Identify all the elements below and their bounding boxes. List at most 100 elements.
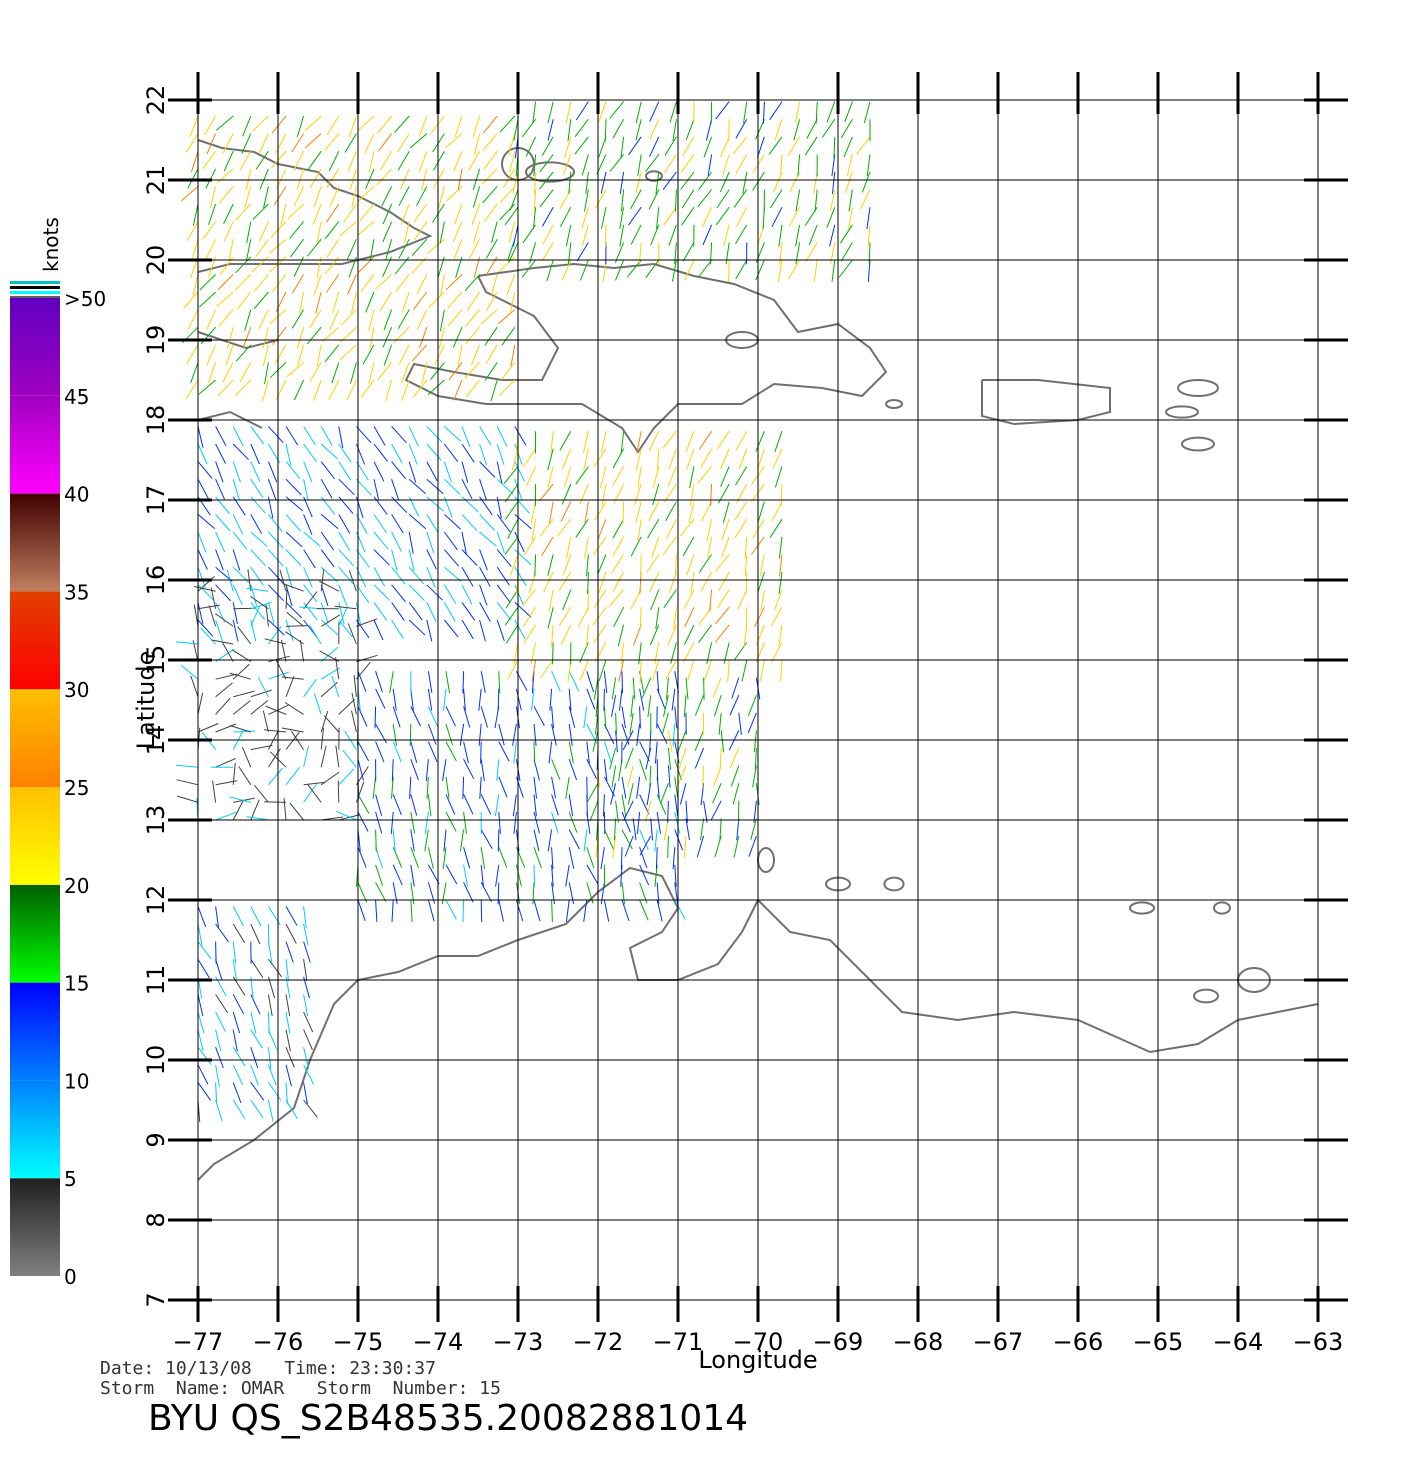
wind-vector [411, 238, 428, 256]
wind-vector [303, 514, 313, 535]
wind-vector [716, 189, 730, 209]
wind-vector [627, 783, 634, 805]
wind-vector [575, 101, 589, 121]
wind-vector [719, 747, 722, 771]
wind-vector [496, 759, 500, 782]
wind-vector [303, 479, 309, 501]
wind-vector [651, 659, 660, 682]
wind-vector [268, 655, 290, 663]
wind-vector [723, 224, 730, 247]
wind-vector [325, 274, 340, 293]
wind-vector [232, 1064, 244, 1085]
wind-vector [442, 847, 447, 870]
wind-vector [747, 695, 757, 716]
wind-vector [272, 274, 287, 293]
wind-vector [733, 835, 740, 858]
wind-vector [309, 625, 322, 645]
wind-vector [357, 899, 366, 921]
wind-vector [244, 309, 252, 331]
wind-vector [797, 154, 801, 177]
wind-vector [628, 136, 642, 156]
wind-vector [551, 759, 561, 780]
wind-vector [234, 274, 252, 291]
wind-vector [670, 642, 677, 664]
wind-vector [303, 1099, 318, 1118]
wind-vector [383, 344, 393, 366]
wind-vector [621, 882, 625, 905]
wind-vector [463, 794, 474, 815]
wind-vector [338, 602, 345, 624]
wind-vector [686, 554, 695, 576]
wind-vector [250, 689, 272, 698]
wind-vector [410, 706, 421, 727]
wind-vector [480, 847, 486, 869]
wind-vector [813, 171, 818, 194]
wind-vector [350, 291, 357, 314]
wind-vector [698, 430, 713, 450]
wind-vector [619, 224, 625, 247]
wind-vector [674, 189, 677, 212]
wind-vector [696, 835, 705, 858]
wind-vector [282, 583, 304, 592]
wind-vector [730, 765, 740, 787]
wind-vector [193, 604, 199, 627]
wind-vector [246, 221, 252, 244]
wind-vector [438, 327, 445, 349]
wind-vector [752, 518, 765, 539]
wind-vector [685, 677, 689, 700]
wind-vector [447, 309, 463, 327]
wind-vector [650, 589, 660, 611]
wind-vector [504, 483, 519, 503]
wind-vector [551, 723, 557, 746]
wind-vector [410, 741, 418, 763]
wind-vector [250, 443, 261, 465]
wind-vector [710, 483, 713, 507]
wind-vector [426, 584, 443, 601]
wind-vector [197, 923, 203, 946]
wind-vector [479, 602, 491, 622]
wind-vector [479, 426, 492, 446]
wind-vector [660, 783, 669, 804]
wind-vector [316, 344, 322, 367]
wind-vector [364, 133, 375, 154]
wind-vector [512, 224, 519, 247]
wind-vector [426, 619, 433, 642]
wind-vector [482, 133, 498, 151]
wind-vector [338, 514, 351, 534]
wind-vector [289, 221, 304, 239]
colorbar-top-stripe-3 [10, 291, 60, 294]
wind-vector [264, 638, 287, 645]
wind-vector [296, 168, 305, 190]
wind-vector [635, 119, 642, 141]
wind-vector [350, 362, 357, 384]
island [645, 170, 663, 182]
wind-vector [375, 741, 385, 763]
wind-vector [497, 688, 500, 711]
wind-vector [509, 189, 519, 211]
wind-vector [856, 136, 871, 155]
wind-vector [547, 829, 553, 852]
wind-vector [218, 186, 234, 204]
latitude-tick-label: 18 [142, 405, 170, 436]
wind-vector [848, 207, 853, 229]
wind-vector [285, 906, 298, 926]
wind-vector [672, 259, 677, 282]
wind-vector [500, 362, 516, 381]
wind-vector [443, 602, 456, 622]
wind-vector [376, 168, 392, 186]
wind-vector [358, 256, 375, 273]
wind-vector [612, 571, 625, 592]
wind-vector [409, 133, 428, 149]
wind-vector [619, 207, 625, 229]
wind-vector [620, 136, 625, 159]
wind-vector [640, 554, 642, 577]
wind-vector [285, 443, 292, 466]
wind-vector [229, 725, 251, 733]
wind-vector [320, 771, 340, 786]
wind-vector [611, 765, 617, 788]
wind-vector [771, 642, 783, 663]
wind-vector [575, 518, 589, 538]
wind-vector [187, 309, 199, 330]
wind-vector [205, 238, 217, 260]
wind-vector [495, 864, 500, 887]
